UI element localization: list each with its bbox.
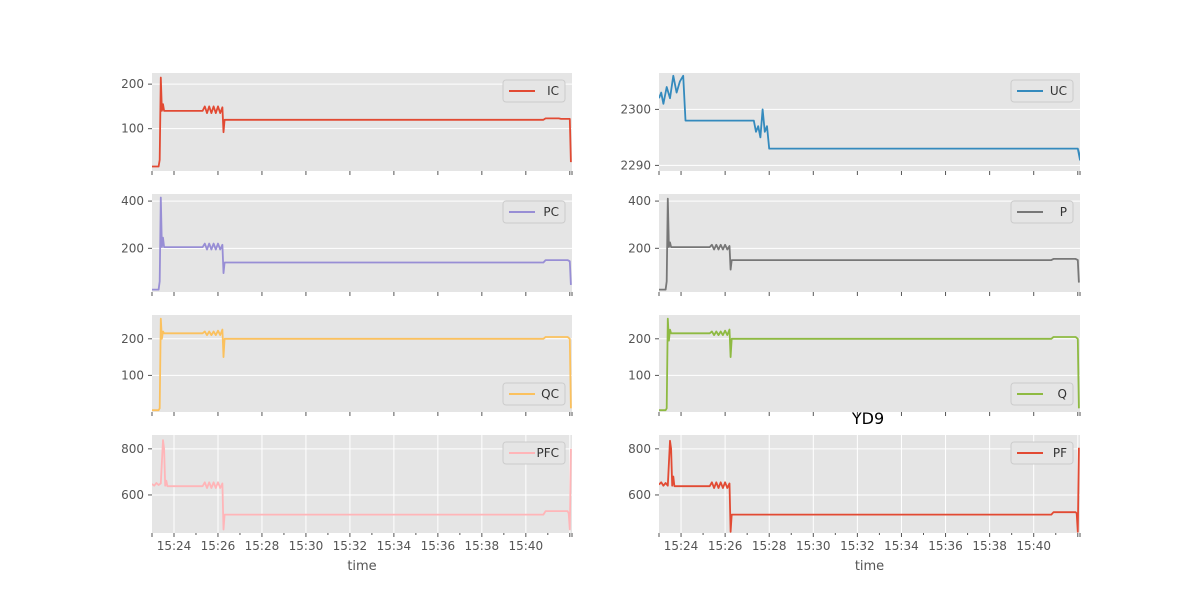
legend-label: QC bbox=[541, 387, 559, 401]
legend: PF bbox=[1010, 441, 1074, 465]
x-tick-label: 15:26 bbox=[201, 539, 236, 553]
subplot-pc: 200 400 PC bbox=[121, 194, 573, 296]
y-tick-label: 2300 bbox=[620, 102, 651, 116]
y-tick-label: 200 bbox=[121, 241, 144, 255]
series-line-pf bbox=[659, 439, 1080, 533]
x-tick-label: 15:30 bbox=[796, 539, 831, 553]
x-tick-label: 15:28 bbox=[752, 539, 787, 553]
y-tick-label: 200 bbox=[628, 241, 651, 255]
x-tick-label: 15:40 bbox=[1016, 539, 1051, 553]
legend-label: PC bbox=[543, 205, 559, 219]
series-line-pc bbox=[152, 196, 572, 291]
x-tick-label: 15:36 bbox=[421, 539, 456, 553]
plot-background bbox=[659, 73, 1080, 171]
y-tick-label: 100 bbox=[121, 122, 144, 136]
series-line-p bbox=[659, 197, 1080, 291]
series-line-qc bbox=[152, 317, 572, 412]
subplot-q: 100 200 Q bbox=[628, 315, 1081, 416]
plot-background bbox=[659, 194, 1080, 292]
legend: PC bbox=[502, 200, 566, 224]
legend-label: Q bbox=[1058, 387, 1067, 401]
legend: IC bbox=[502, 79, 566, 103]
x-tick-label: 15:30 bbox=[289, 539, 324, 553]
x-tick-label: 15:38 bbox=[972, 539, 1007, 553]
subplot-pf: 600 800 15:24 15:26 15:28 15:30 15:32 15:34 15:3… bbox=[628, 435, 1081, 574]
y-tick-label: 400 bbox=[628, 194, 651, 208]
x-tick-label: 15:24 bbox=[157, 539, 192, 553]
legend: QC bbox=[502, 382, 566, 406]
legend: Q bbox=[1010, 382, 1074, 406]
series-line-q bbox=[659, 317, 1080, 412]
subplot-p: 200 400 P bbox=[628, 194, 1081, 296]
x-tick-label: 15:38 bbox=[465, 539, 500, 553]
x-axis-label: time bbox=[855, 559, 884, 574]
x-tick-label: 15:34 bbox=[377, 539, 412, 553]
legend-label: UC bbox=[1050, 84, 1067, 98]
series-line-uc bbox=[659, 74, 1080, 161]
legend: P bbox=[1010, 200, 1074, 224]
x-tick-label: 15:32 bbox=[840, 539, 875, 553]
subplot-qc: 100 200 QC bbox=[121, 315, 573, 416]
plot-background bbox=[152, 73, 572, 171]
subplot-grid: 100 200 IC 2290 2300 UC 200 400 PC 200 400 P 100 200 Q… bbox=[121, 73, 1081, 574]
legend: UC bbox=[1010, 79, 1074, 103]
x-tick-label: 15:32 bbox=[333, 539, 368, 553]
y-tick-label: 600 bbox=[628, 488, 651, 502]
y-tick-label: 200 bbox=[628, 332, 651, 346]
x-tick-label: 15:26 bbox=[708, 539, 743, 553]
y-tick-label: 800 bbox=[121, 442, 144, 456]
legend-label: IC bbox=[547, 84, 559, 98]
x-tick-label: 15:36 bbox=[928, 539, 963, 553]
y-tick-label: 2290 bbox=[620, 158, 651, 172]
legend: PFC bbox=[502, 441, 566, 465]
x-tick-label: 15:28 bbox=[245, 539, 280, 553]
x-axis-label: time bbox=[347, 559, 376, 574]
legend-label: PF bbox=[1053, 446, 1067, 460]
subplot-ic: 100 200 IC bbox=[121, 73, 573, 175]
y-tick-label: 600 bbox=[121, 488, 144, 502]
y-tick-label: 100 bbox=[121, 368, 144, 382]
x-tick-label: 15:24 bbox=[664, 539, 699, 553]
x-tick-label: 15:40 bbox=[509, 539, 544, 553]
y-tick-label: 800 bbox=[628, 442, 651, 456]
series-line-pfc bbox=[152, 439, 572, 531]
x-tick-label: 15:34 bbox=[884, 539, 919, 553]
y-tick-label: 200 bbox=[121, 332, 144, 346]
y-tick-label: 200 bbox=[121, 77, 144, 91]
series-line-ic bbox=[152, 76, 572, 168]
legend-label: PFC bbox=[536, 446, 559, 460]
subplot-pfc: 600 800 15:24 15:26 15:28 15:30 15:32 15:34 15:3… bbox=[121, 435, 573, 574]
plot-background bbox=[152, 194, 572, 292]
figure-title: YD9 bbox=[851, 409, 884, 428]
subplot-uc: 2290 2300 UC bbox=[620, 73, 1081, 175]
legend-label: P bbox=[1060, 205, 1067, 219]
y-tick-label: 100 bbox=[628, 368, 651, 382]
y-tick-label: 400 bbox=[121, 194, 144, 208]
